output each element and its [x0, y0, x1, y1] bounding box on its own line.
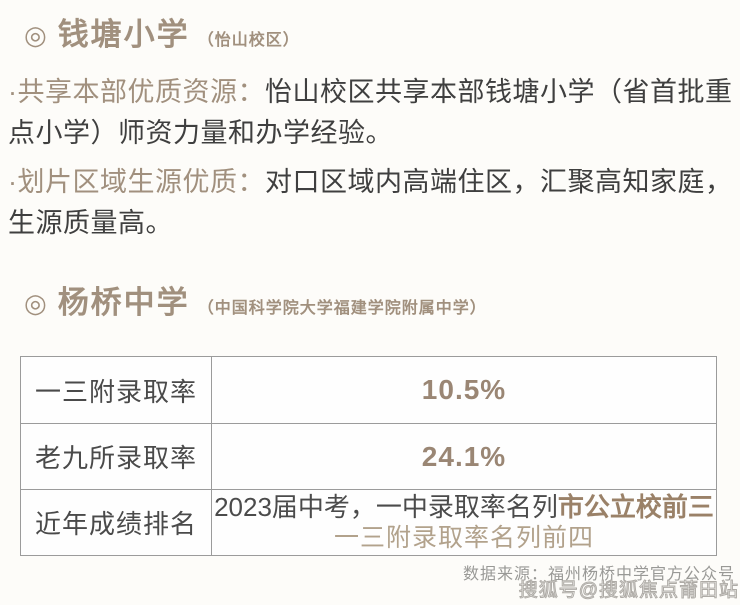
school-infographic-page: ◎ 钱塘小学 （怡山校区） ·共享本部优质资源：怡山校区共享本部钱塘小学（省首批…	[0, 14, 740, 605]
table-row: 近年成绩排名 2023届中考，一中录取率名列市公立校前三 一三附录取率名列前四	[21, 489, 716, 555]
row-value: 24.1%	[421, 440, 507, 472]
rank-highlight: 市公立校前三	[557, 491, 714, 522]
row-label: 老九所录取率	[21, 424, 212, 489]
section-title-qiantang-primary: ◎ 钱塘小学 （怡山校区）	[24, 14, 740, 62]
paragraph-text: 怡山校区共享本部钱塘小学（省首批重点小学）师资力量和办学经验。	[8, 77, 733, 148]
campus-subtitle: （怡山校区）	[197, 32, 300, 49]
school-name: 钱塘小学	[57, 17, 190, 52]
table-row: 老九所录取率 24.1%	[21, 423, 716, 489]
row-value: 10.5%	[421, 374, 507, 405]
row-label: 一三附录取率	[21, 357, 212, 423]
paragraph-district-quality: ·划片区域生源优质：对口区域内高端住区，汇聚高知家庭，生源质量高。	[8, 162, 734, 244]
rank-text: 2023届中考，一中录取率名列	[214, 491, 558, 522]
row-value: 2023届中考，一中录取率名列市公立校前三 一三附录取率名列前四	[212, 490, 716, 555]
school-name: 杨桥中学	[57, 285, 190, 320]
bullseye-icon: ◎	[24, 20, 49, 50]
rank-line-2: 一三附录取率名列前四	[333, 523, 594, 552]
paragraph-lead: ·共享本部优质资源：	[8, 77, 265, 107]
section-title-yangqiao-middle: ◎ 杨桥中学 （中国科学院大学福建学院附属中学）	[24, 282, 740, 330]
paragraph-text: 对口区域内高端住区，汇聚高知家庭，生源质量高。	[8, 167, 733, 238]
rank-line-1: 2023届中考，一中录取率名列市公立校前三	[214, 492, 714, 523]
data-source-note: 数据来源：福州杨桥中学官方公众号	[462, 566, 735, 583]
affiliation-subtitle: （中国科学院大学福建学院附属中学）	[197, 300, 487, 317]
paragraph-lead: ·划片区域生源优质：	[8, 167, 265, 197]
admission-rate-table: 一三附录取率 10.5% 老九所录取率 24.1% 近年成绩排名 2023届中考…	[20, 356, 717, 556]
row-label: 近年成绩排名	[21, 490, 212, 555]
table-row: 一三附录取率 10.5%	[21, 357, 716, 423]
bullseye-icon: ◎	[24, 288, 49, 318]
sohu-watermark: 搜狐号@搜狐焦点莆田站	[518, 580, 739, 602]
paragraph-shared-resources: ·共享本部优质资源：怡山校区共享本部钱塘小学（省首批重点小学）师资力量和办学经验…	[8, 72, 734, 154]
